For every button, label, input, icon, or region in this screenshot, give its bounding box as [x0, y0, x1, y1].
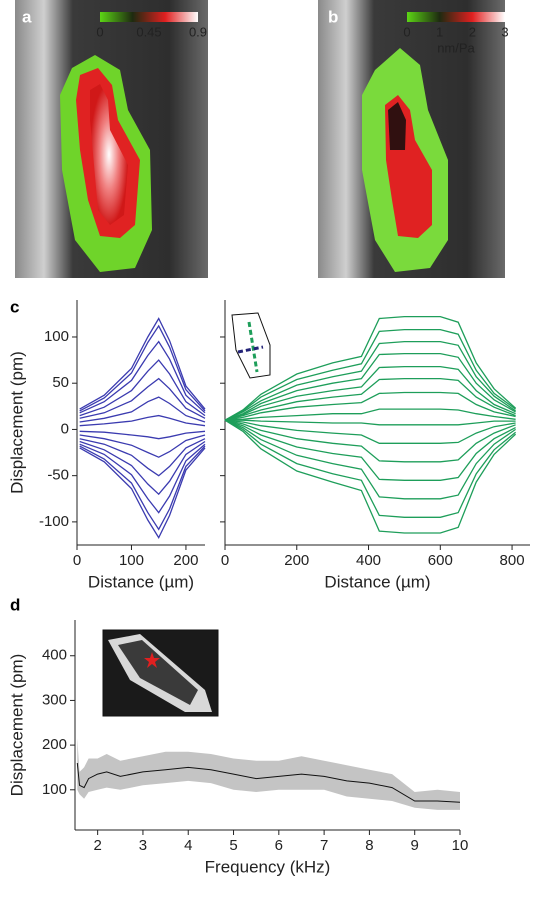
y-tick-label: -100 [39, 513, 69, 530]
colorbar-unit: nm/Pa [437, 40, 475, 55]
y-tick-label: 300 [42, 691, 67, 708]
y-tick-label: 0 [61, 420, 69, 437]
colorbar-tick-label: 0 [96, 24, 103, 39]
x-tick-label: 2 [93, 837, 101, 854]
y-tick-label: -50 [47, 467, 69, 484]
x-tick-label: 600 [428, 552, 453, 569]
colorbar [100, 12, 198, 22]
colorbar-tick-label: 1 [436, 24, 443, 39]
figure: a00.450.9b0123nm/Pac-100-500501000100200… [0, 0, 535, 893]
x-tick-label: 0 [73, 552, 81, 569]
colorbar-tick-label: 0.9 [189, 24, 207, 39]
x-tick-label: 200 [284, 552, 309, 569]
x-axis-label: Frequency (kHz) [205, 857, 331, 876]
x-tick-label: 800 [500, 552, 525, 569]
x-tick-label: 3 [139, 837, 147, 854]
x-tick-label: 100 [119, 552, 144, 569]
data-line [225, 409, 516, 420]
y-tick-label: 200 [42, 736, 67, 753]
inset-diagram [232, 313, 270, 378]
colorbar-tick-label: 3 [501, 24, 508, 39]
x-tick-label: 4 [184, 837, 192, 854]
x-tick-label: 8 [365, 837, 373, 854]
x-axis-label: Distance (µm) [88, 572, 194, 591]
heatmap-image [318, 0, 505, 278]
data-line [80, 416, 205, 426]
x-tick-label: 200 [173, 552, 198, 569]
colorbar [407, 12, 505, 22]
data-line [225, 393, 516, 421]
data-line [225, 420, 516, 425]
panel-label: a [22, 7, 32, 26]
x-tick-label: 0 [221, 552, 229, 569]
colorbar-tick-label: 0.45 [136, 24, 161, 39]
x-tick-label: 6 [275, 837, 283, 854]
data-line [80, 360, 205, 416]
x-tick-label: 400 [356, 552, 381, 569]
heatmap-image [15, 0, 208, 278]
panel-label: c [10, 297, 19, 316]
x-tick-label: 10 [452, 837, 469, 854]
y-tick-label: 50 [52, 374, 69, 391]
y-axis-label: Displacement (pm) [7, 654, 26, 797]
x-tick-label: 5 [229, 837, 237, 854]
y-tick-label: 400 [42, 647, 67, 664]
inset-photo [103, 630, 218, 716]
y-axis-label: Displacement (pm) [7, 351, 26, 494]
x-tick-label: 9 [411, 837, 419, 854]
error-band [77, 738, 460, 810]
x-tick-label: 7 [320, 837, 328, 854]
x-axis-label: Distance (µm) [324, 572, 430, 591]
colorbar-tick-label: 2 [469, 24, 476, 39]
colorbar-tick-label: 0 [403, 24, 410, 39]
y-tick-label: 100 [44, 328, 69, 345]
panel-label: d [10, 595, 20, 614]
y-tick-label: 100 [42, 781, 67, 798]
panel-label: b [328, 7, 338, 26]
